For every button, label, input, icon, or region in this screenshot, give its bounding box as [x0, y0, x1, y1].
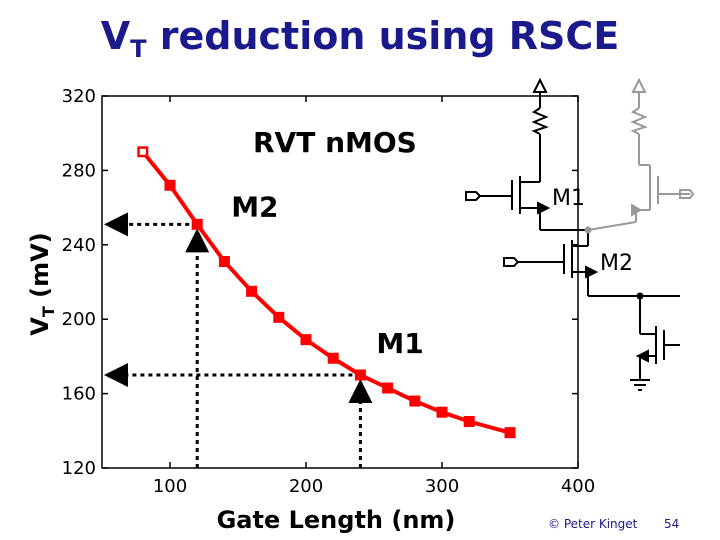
data-point	[164, 179, 176, 191]
data-point	[382, 382, 394, 394]
circuit-label-m2: M2	[600, 251, 633, 276]
footer-copyright: © Peter Kinget	[548, 517, 638, 531]
circuit-label-m1: M1	[552, 186, 585, 211]
data-point	[409, 395, 421, 407]
node-dot-m1m2	[584, 226, 592, 234]
y-tick-label: 120	[62, 458, 96, 479]
y-tick-label: 160	[62, 384, 96, 405]
x-axis-label: Gate Length (nm)	[217, 506, 456, 534]
node-dot-output	[636, 292, 644, 300]
data-point	[273, 311, 285, 323]
black-branch	[465, 77, 680, 391]
title-v: V	[100, 14, 131, 58]
data-point	[191, 218, 203, 230]
y-axis-label-rest: (mV)	[26, 232, 54, 306]
x-tick-label: 100	[153, 476, 187, 497]
title-subscript: T	[130, 35, 147, 63]
load-resistor	[531, 107, 549, 135]
gray-vdd-arrow	[631, 77, 647, 93]
plot-frame	[101, 95, 579, 469]
data-point	[246, 285, 258, 297]
annotation-label: M1	[376, 327, 423, 360]
y-axis-label: VT (mV)	[26, 232, 58, 335]
data-point	[218, 256, 230, 268]
data-point	[354, 369, 366, 381]
m3-source-arrow	[635, 349, 649, 363]
slide-title: VT reduction using RSCE	[0, 14, 720, 63]
data-point	[300, 334, 312, 346]
chart-title: RVT nMOS	[253, 126, 417, 159]
y-axis-label-v: V	[26, 317, 54, 336]
data-point	[463, 416, 475, 427]
m1-gate-input	[465, 191, 482, 201]
gray-gate-input	[679, 189, 695, 199]
data-point	[327, 352, 339, 364]
x-tick-label: 300	[425, 476, 459, 497]
x-tick-label: 400	[561, 476, 595, 497]
gray-resistor	[630, 107, 648, 135]
y-axis-label-sub: T	[39, 306, 58, 317]
gray-source-arrow	[631, 203, 642, 217]
data-point	[436, 406, 448, 418]
m2-gate-input	[503, 257, 520, 267]
annotation-label: M2	[231, 190, 278, 223]
data-point	[504, 427, 516, 439]
page-number: 54	[664, 517, 680, 531]
y-tick-label: 320	[62, 86, 96, 107]
y-tick-label: 200	[62, 309, 96, 330]
title-rest: reduction using RSCE	[146, 14, 620, 58]
y-tick-label: 240	[62, 235, 96, 256]
y-tick-label: 280	[62, 160, 96, 181]
data-point-first	[137, 146, 148, 157]
vdd-arrow	[532, 77, 548, 93]
gray-branch	[587, 77, 695, 231]
x-tick-label: 200	[289, 476, 323, 497]
